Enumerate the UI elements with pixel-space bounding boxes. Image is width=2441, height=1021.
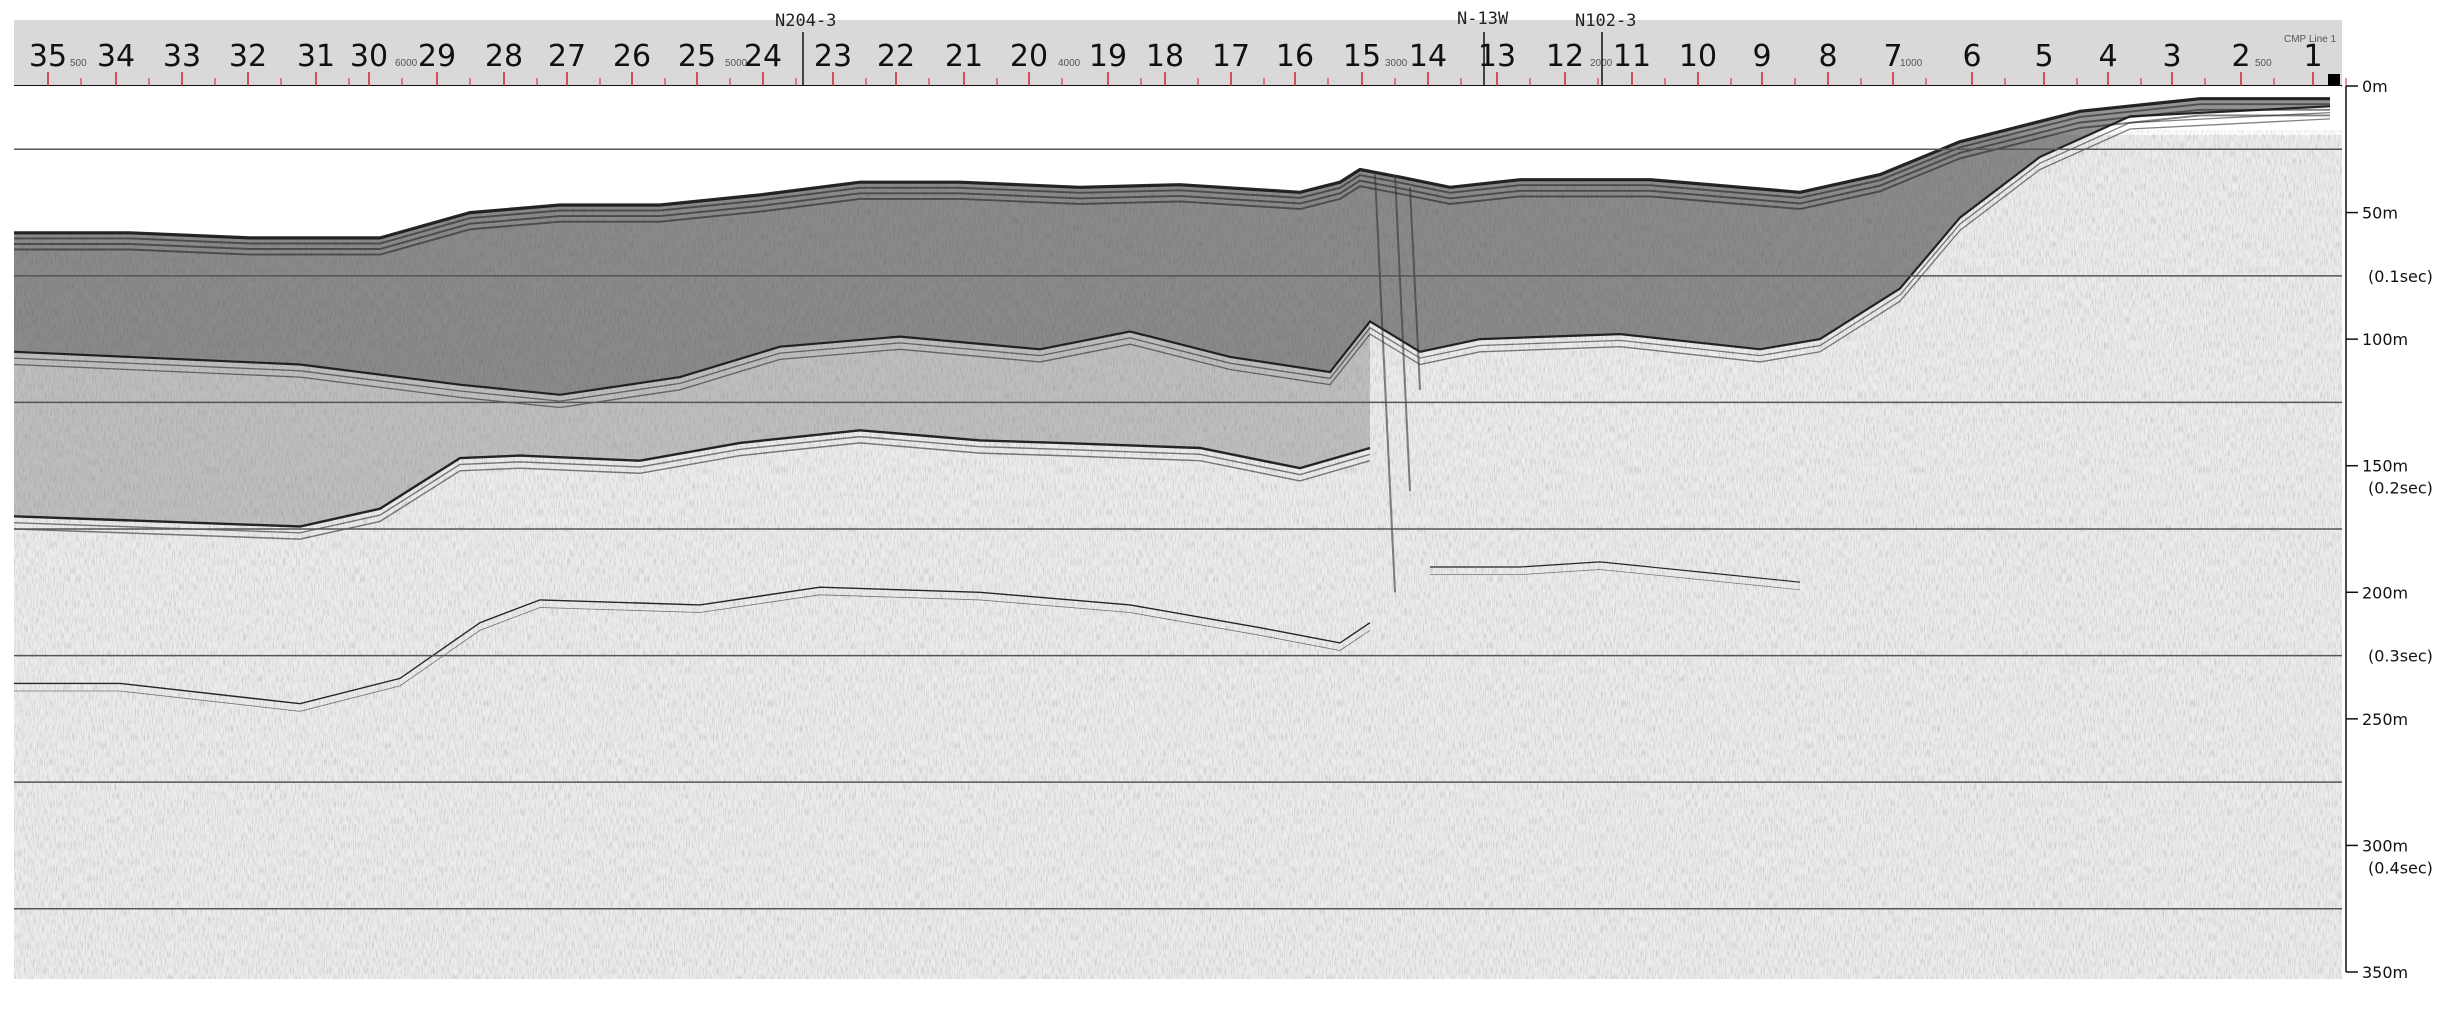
shot-number: 2 <box>2231 39 2250 74</box>
shot-number: 14 <box>1409 39 1447 74</box>
ruler-ticks <box>47 72 2347 86</box>
buried-reflector <box>13 435 1371 534</box>
shot-number: 4 <box>2098 39 2117 74</box>
shot-number: 24 <box>744 39 782 74</box>
shot-number: 1 <box>2303 39 2322 74</box>
deep-reflector <box>14 594 1371 712</box>
shot-number: 33 <box>163 39 201 74</box>
deep-reflector <box>14 586 1371 705</box>
ruler-small-label: 1000 <box>1900 58 1923 69</box>
shot-number: 21 <box>945 39 983 74</box>
shot-number: 15 <box>1343 39 1381 74</box>
subbottom-reflector <box>13 111 2331 402</box>
shot-number: 6 <box>1962 39 1981 74</box>
shot-number: 5 <box>2034 39 2053 74</box>
header-label-n204: N204-3 <box>775 11 836 31</box>
buried-reflector <box>13 442 1371 540</box>
ruler-numbers: 35 34 33 32 31 30 29 28 27 26 25 24 23 22 21 20 19 18 17 16… <box>29 39 2323 74</box>
depth-label: 100m <box>2362 330 2408 349</box>
shot-number: 27 <box>548 39 586 74</box>
deep-reflector-east <box>1430 569 1801 591</box>
time-label: (0.1sec) <box>2368 267 2433 286</box>
upper-sediment-package <box>14 98 2330 395</box>
shot-number: 30 <box>350 39 388 74</box>
shot-number: 22 <box>877 39 915 74</box>
shot-number: 31 <box>297 39 335 74</box>
depth-label: 250m <box>2362 710 2408 729</box>
depth-gridlines <box>14 148 2342 910</box>
reflectors <box>13 97 2331 712</box>
seafloor-reflector <box>14 108 2330 250</box>
time-label: (0.2sec) <box>2368 479 2433 498</box>
ruler-small-label: 3000 <box>1385 58 1408 69</box>
deep-reflector-east <box>1430 561 1801 583</box>
depth-label: 50m <box>2362 204 2398 223</box>
top-right-label: CMP Line 1 <box>2284 34 2337 45</box>
ruler-small-label: 5000 <box>725 58 748 69</box>
shot-number: 7 <box>1883 39 1902 74</box>
depth-labels: 0m 50m (0.1sec) 100m 150m (0.2sec) 200m (0.3sec… <box>2362 77 2433 982</box>
header-label-n102: N102-3 <box>1575 11 1636 31</box>
ruler-end-marker <box>2328 74 2340 86</box>
shot-number: 35 <box>29 39 67 74</box>
shot-number: 19 <box>1089 39 1127 74</box>
seafloor-reflector <box>14 103 2330 245</box>
buried-reflector <box>13 429 1371 528</box>
disturbed-zone <box>1374 174 1421 593</box>
shot-number: 8 <box>1818 39 1837 74</box>
depth-label: 300m <box>2362 836 2408 855</box>
depth-label: 350m <box>2362 963 2408 982</box>
shot-number: 20 <box>1010 39 1048 74</box>
ruler-small-label: 4000 <box>1058 58 1081 69</box>
shot-ruler <box>14 20 2342 86</box>
shot-number: 18 <box>1146 39 1184 74</box>
shot-number: 10 <box>1679 39 1717 74</box>
depth-label: 0m <box>2362 77 2388 96</box>
shot-number: 12 <box>1546 39 1584 74</box>
middle-sediment-package <box>14 321 1370 527</box>
shot-number: 3 <box>2162 39 2181 74</box>
time-label: (0.3sec) <box>2368 647 2433 666</box>
seafloor-reflector <box>14 97 2330 240</box>
depth-label: 200m <box>2362 583 2408 602</box>
shot-number: 16 <box>1276 39 1314 74</box>
shot-number: 25 <box>678 39 716 74</box>
water-wedge <box>14 86 2342 238</box>
ruler-small-label: 500 <box>70 58 87 69</box>
shot-number: 34 <box>97 39 135 74</box>
shot-number: 23 <box>814 39 852 74</box>
time-label: (0.4sec) <box>2368 858 2433 877</box>
shot-number: 26 <box>613 39 651 74</box>
subbottom-reflector <box>13 118 2331 409</box>
ruler-small-label: 6000 <box>395 58 418 69</box>
shot-number: 28 <box>485 39 523 74</box>
shot-number: 17 <box>1212 39 1250 74</box>
depth-label: 150m <box>2362 457 2408 476</box>
seafloor-reflector <box>14 114 2330 256</box>
shot-number: 32 <box>229 39 267 74</box>
shot-number: 29 <box>418 39 456 74</box>
depth-ticks <box>2346 85 2358 973</box>
header-label-n13w: N-13W <box>1457 9 1509 29</box>
shot-number: 11 <box>1613 39 1651 74</box>
ruler-small-label: 500 <box>2255 58 2272 69</box>
subbottom-reflector <box>13 105 2331 396</box>
shot-number: 9 <box>1752 39 1771 74</box>
